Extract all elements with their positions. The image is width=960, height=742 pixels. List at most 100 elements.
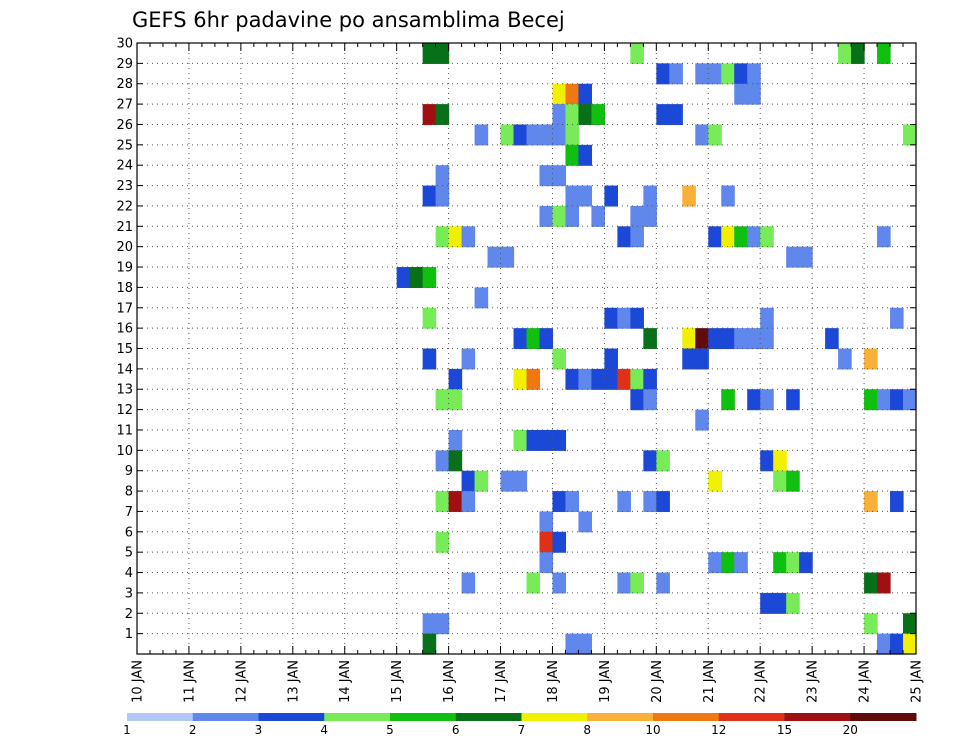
heatmap-cell bbox=[578, 104, 593, 126]
heatmap-cell bbox=[435, 165, 450, 187]
heatmap-cell bbox=[422, 104, 437, 126]
heatmap-cell bbox=[643, 328, 657, 350]
y-tick-label: 10 bbox=[116, 444, 133, 459]
heatmap-cell bbox=[864, 389, 878, 411]
heatmap-cell bbox=[552, 348, 567, 370]
heatmap-cell bbox=[877, 633, 891, 655]
heatmap-cell bbox=[435, 185, 450, 207]
chart-title: GEFS 6hr padavine po ansamblima Becej bbox=[132, 8, 565, 32]
heatmap-cell bbox=[435, 389, 450, 411]
heatmap-cell bbox=[461, 572, 476, 594]
heatmap-cell bbox=[630, 572, 644, 594]
heatmap-cell bbox=[526, 328, 541, 350]
heatmap-cell bbox=[747, 83, 761, 105]
x-tick-label: 11 JAN bbox=[182, 660, 197, 703]
heatmap-cell bbox=[773, 450, 787, 472]
x-tick-label: 13 JAN bbox=[286, 660, 301, 703]
heatmap-cell bbox=[682, 185, 696, 207]
heatmap-cell bbox=[890, 307, 904, 329]
x-tick-label: 14 JAN bbox=[338, 660, 353, 703]
heatmap-cell bbox=[565, 491, 580, 513]
colorbar-swatch bbox=[653, 713, 720, 721]
heatmap-cell bbox=[435, 226, 450, 248]
heatmap-cell bbox=[565, 83, 580, 105]
heatmap-cell bbox=[578, 511, 593, 533]
heatmap-cell bbox=[760, 328, 774, 350]
heatmap-cell bbox=[721, 226, 735, 248]
y-tick-label: 11 bbox=[116, 423, 133, 438]
y-tick-label: 4 bbox=[125, 566, 133, 581]
heatmap-cell bbox=[552, 83, 567, 105]
heatmap-cell bbox=[721, 389, 735, 411]
heatmap-cell bbox=[864, 491, 878, 513]
heatmap-cell bbox=[526, 429, 541, 451]
heatmap-cell bbox=[448, 368, 463, 390]
heatmap-cell bbox=[695, 348, 709, 370]
heatmap-cell bbox=[747, 226, 761, 248]
colorbar-label: 15 bbox=[777, 723, 792, 737]
heatmap-cell bbox=[721, 185, 735, 207]
heatmap-cell bbox=[448, 450, 463, 472]
heatmap-cell bbox=[669, 63, 683, 85]
heatmap-cell bbox=[539, 511, 554, 533]
heatmap-cell bbox=[695, 328, 709, 350]
heatmap-cell bbox=[903, 124, 917, 146]
heatmap-cell bbox=[760, 450, 774, 472]
heatmap-cell bbox=[565, 124, 580, 146]
heatmap-cell bbox=[786, 389, 800, 411]
heatmap-cell bbox=[747, 328, 761, 350]
heatmap-cell bbox=[617, 572, 631, 594]
y-tick-label: 8 bbox=[125, 485, 133, 500]
heatmap-cell bbox=[526, 368, 541, 390]
colorbar-swatch bbox=[718, 713, 785, 721]
y-axis: 1234567891011121314151617181920212223242… bbox=[116, 37, 916, 642]
x-tick-label: 10 JAN bbox=[131, 660, 146, 703]
heatmap-cell bbox=[604, 368, 618, 390]
heatmap-cell bbox=[669, 104, 683, 126]
heatmap-cell bbox=[656, 63, 670, 85]
heatmap-cell bbox=[552, 429, 567, 451]
y-tick-label: 19 bbox=[116, 261, 133, 276]
heatmap-cell bbox=[838, 348, 852, 370]
heatmap-cell bbox=[474, 287, 489, 309]
x-tick-label: 23 JAN bbox=[806, 660, 821, 703]
heatmap-cell bbox=[773, 552, 787, 574]
heatmap-cell bbox=[656, 450, 670, 472]
y-tick-label: 15 bbox=[116, 342, 133, 357]
heatmap-cell bbox=[630, 226, 644, 248]
heatmap-cell bbox=[643, 450, 657, 472]
y-tick-label: 3 bbox=[125, 586, 133, 601]
heatmap-cell bbox=[552, 124, 567, 146]
y-tick-label: 13 bbox=[116, 383, 133, 398]
colorbar-label: 20 bbox=[843, 723, 858, 737]
y-tick-label: 6 bbox=[125, 525, 133, 540]
heatmap-cell bbox=[617, 368, 631, 390]
heatmap-cell bbox=[643, 205, 657, 227]
colorbar-label: 2 bbox=[189, 723, 197, 737]
heatmap-cells bbox=[396, 43, 917, 655]
heatmap-cell bbox=[643, 368, 657, 390]
heatmap-cell bbox=[435, 450, 450, 472]
y-tick-label: 22 bbox=[116, 199, 133, 214]
heatmap-cell bbox=[734, 83, 748, 105]
heatmap-cell bbox=[838, 43, 852, 64]
heatmap-cell bbox=[721, 328, 735, 350]
y-tick-label: 21 bbox=[116, 220, 133, 235]
y-tick-label: 5 bbox=[125, 546, 133, 561]
heatmap-cell bbox=[760, 226, 774, 248]
heatmap-cell bbox=[526, 572, 541, 594]
heatmap-cell bbox=[604, 185, 618, 207]
x-tick-label: 19 JAN bbox=[598, 660, 613, 703]
y-tick-label: 14 bbox=[116, 362, 133, 377]
colorbar-label: 12 bbox=[711, 723, 726, 737]
heatmap-cell bbox=[474, 470, 489, 492]
heatmap-cell bbox=[760, 592, 774, 614]
heatmap-cell bbox=[513, 470, 528, 492]
heatmap-cell bbox=[422, 307, 437, 329]
heatmap-cell bbox=[578, 185, 593, 207]
heatmap-cell bbox=[747, 63, 761, 85]
heatmap-cell bbox=[435, 613, 450, 635]
heatmap-cell bbox=[539, 165, 554, 187]
y-tick-label: 30 bbox=[116, 37, 133, 52]
heatmap-cell bbox=[773, 592, 787, 614]
